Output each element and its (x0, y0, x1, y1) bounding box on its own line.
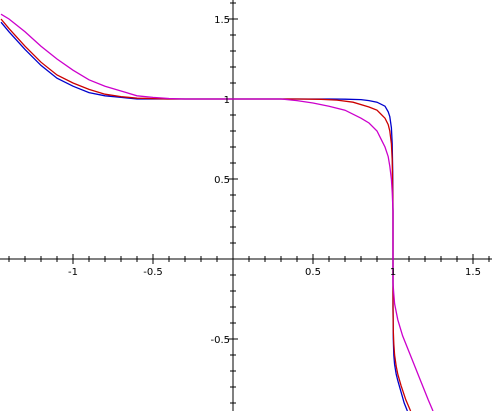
x-tick-label: -1 (68, 267, 78, 278)
series-line-2 (0, 18, 412, 411)
ticks (8, 2, 490, 404)
y-tick-label: 1 (224, 95, 230, 106)
series-line-3 (0, 13, 434, 411)
curves (0, 13, 434, 411)
y-tick-label: 0.5 (214, 175, 230, 186)
x-tick-label: 1 (390, 267, 396, 278)
y-tick-label: -0.5 (210, 335, 230, 346)
y-tick-label: 1.5 (214, 15, 230, 26)
x-tick-label: -0.5 (143, 267, 163, 278)
x-tick-label: 1.5 (465, 267, 481, 278)
series-line-1 (0, 21, 409, 411)
tick-labels: -1 -0.5 0.5 1 1.5 -0.5 0.5 1 1.5 (68, 15, 481, 346)
x-tick-label: 0.5 (305, 267, 321, 278)
